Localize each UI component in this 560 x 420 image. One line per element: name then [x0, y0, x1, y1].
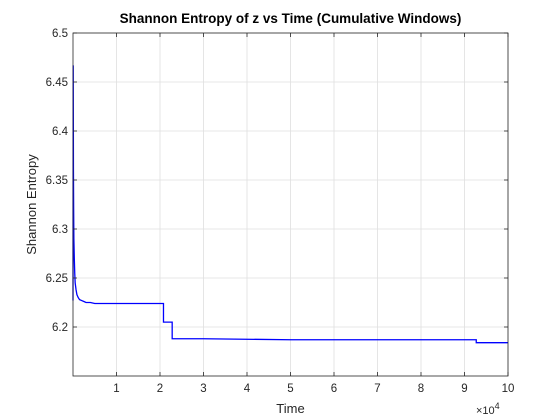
x-tick-label: 7: [374, 383, 380, 395]
entropy-series-line: [72, 65, 508, 344]
x-tick-label: 4: [244, 383, 251, 395]
x-tick-label: 8: [418, 383, 424, 395]
y-axis-label: Shannon Entropy: [24, 154, 39, 255]
chart-title: Shannon Entropy of z vs Time (Cumulative…: [120, 11, 462, 26]
x-axis-label: Time: [276, 401, 304, 416]
x-exponent-power: 4: [495, 401, 500, 411]
x-tick-label: 10: [502, 383, 515, 395]
y-tick-label: 6.25: [46, 273, 68, 285]
ticks: [73, 32, 509, 376]
x-tick-label: 5: [287, 383, 293, 395]
x-tick-label: 9: [461, 383, 467, 395]
x-tick-label: 2: [157, 383, 163, 395]
tick-labels: 1 2 3 4 5 6 7 8 9 10 6.2 6.25 6.3 6.35 6.4 6.45 6.5: [46, 28, 515, 395]
y-tick-label: 6.3: [52, 224, 68, 236]
plot-area: [72, 32, 509, 377]
x-tick-label: 1: [113, 383, 119, 395]
x-tick-label: 6: [331, 383, 337, 395]
y-tick-label: 6.35: [46, 175, 68, 187]
x-axis-exponent: ×104: [476, 401, 500, 417]
y-tick-label: 6.45: [46, 77, 68, 89]
x-tick-label: 3: [200, 383, 206, 395]
x-exponent-base: ×10: [476, 405, 495, 417]
y-tick-label: 6.2: [52, 322, 68, 334]
y-tick-label: 6.4: [52, 126, 69, 138]
y-tick-label: 6.5: [52, 28, 68, 40]
